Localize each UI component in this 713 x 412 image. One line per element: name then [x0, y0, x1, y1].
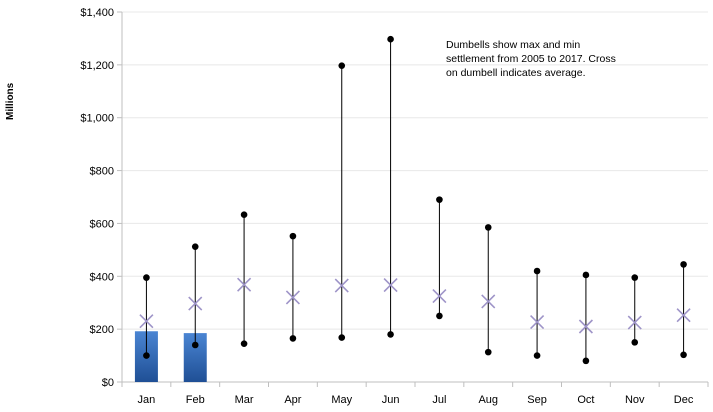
min-point: [143, 352, 150, 359]
min-point: [289, 335, 297, 342]
max-point: [143, 274, 150, 281]
min-point: [191, 341, 199, 349]
average-cross: [237, 277, 252, 292]
y-tick-label: $1,000: [80, 113, 114, 125]
average-cross-stroke: [285, 290, 300, 305]
x-tick-label: Aug: [478, 394, 498, 406]
average-cross: [334, 278, 349, 293]
average-cross-stroke: [139, 314, 154, 329]
max-point: [582, 271, 590, 279]
y-tick-label: $0: [102, 377, 114, 389]
average-cross: [139, 314, 154, 329]
average-cross-stroke: [530, 314, 545, 330]
average-series: [139, 277, 691, 334]
x-tick-label: Apr: [284, 394, 301, 406]
y-tick-label: $1,400: [80, 7, 114, 19]
average-cross-stroke: [188, 296, 203, 311]
max-point: [289, 232, 297, 240]
min-point: [338, 334, 346, 341]
min-point: [631, 339, 639, 346]
average-cross: [285, 290, 300, 305]
y-tick-label: $600: [90, 218, 114, 230]
y-tick-label: $400: [90, 271, 114, 283]
average-cross-stroke: [578, 319, 593, 334]
max-point: [631, 274, 639, 281]
max-point: [533, 267, 541, 275]
average-cross-stroke: [627, 315, 642, 330]
average-cross: [627, 315, 642, 330]
x-tick-label: Jan: [138, 394, 156, 406]
x-tick-label: Sep: [527, 394, 547, 406]
y-axis-title: Millions: [5, 82, 16, 120]
min-point: [484, 348, 492, 356]
average-cross: [481, 294, 496, 309]
average-cross: [432, 289, 447, 304]
annotation-line: Dumbells show max and min: [446, 39, 581, 51]
y-tick-label: $200: [90, 324, 114, 336]
x-tick-label: Jun: [382, 394, 400, 406]
average-cross-stroke: [481, 294, 496, 309]
min-point: [387, 331, 394, 338]
gridlines: [122, 11, 708, 330]
average-cross-stroke: [383, 277, 398, 293]
x-tick-label: Feb: [186, 394, 205, 406]
chart-annotation: Dumbells show max and min settlement fro…: [446, 38, 666, 80]
min-point: [533, 352, 541, 359]
max-point: [680, 261, 687, 268]
x-tick-label: Oct: [577, 394, 594, 406]
dumbbell-series: [143, 35, 687, 365]
bar: [183, 333, 207, 382]
min-point: [240, 340, 248, 347]
average-cross: [578, 319, 593, 334]
max-point: [191, 243, 199, 250]
average-cross: [188, 296, 203, 311]
x-tick-label: May: [331, 394, 352, 406]
axes: [117, 11, 709, 387]
average-cross: [676, 308, 691, 323]
max-point: [484, 224, 492, 231]
min-point: [680, 351, 687, 359]
average-cross: [383, 277, 398, 293]
average-cross-stroke: [432, 289, 447, 304]
x-tick-label: Jul: [432, 394, 446, 406]
tick-labels: $0 $200 $400 $600 $800 $1,000 $1,200 $1,400 Jan F…: [80, 7, 694, 406]
max-point: [240, 211, 248, 219]
y-axis-title-wrap: Millions: [5, 60, 25, 120]
average-cross-stroke: [237, 277, 252, 292]
max-point: [387, 35, 394, 43]
annotation-line: on dumbell indicates average.: [446, 67, 586, 79]
y-tick-label: $1,200: [80, 60, 114, 72]
x-tick-label: Nov: [625, 394, 645, 406]
annotation-line: settlement from 2005 to 2017. Cross: [446, 53, 616, 65]
max-point: [338, 62, 346, 69]
x-tick-label: Dec: [674, 394, 694, 406]
x-tick-label: Mar: [235, 394, 254, 406]
min-point: [582, 357, 590, 365]
y-tick-label: $800: [90, 166, 114, 178]
average-cross: [530, 314, 545, 330]
average-cross-stroke: [334, 278, 349, 293]
max-point: [436, 196, 443, 203]
min-point: [436, 312, 443, 320]
average-cross-stroke: [676, 308, 691, 323]
